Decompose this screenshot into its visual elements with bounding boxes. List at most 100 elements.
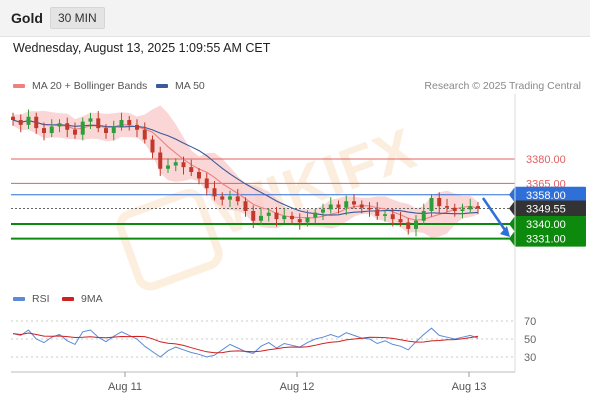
- candle: [282, 215, 287, 220]
- candle: [476, 206, 480, 209]
- legend-rsi-ma-label: 9MA: [81, 293, 103, 305]
- candle: [297, 219, 302, 223]
- legend-rsi-label: RSI: [32, 293, 50, 305]
- candle: [336, 204, 341, 208]
- candle: [344, 201, 349, 208]
- candle: [111, 126, 116, 133]
- candle: [375, 209, 380, 216]
- candle: [11, 116, 15, 120]
- candle: [243, 201, 248, 211]
- candle: [452, 207, 457, 211]
- legend-ma50-label: MA 50: [175, 80, 205, 92]
- chart-datetime: Wednesday, August 13, 2025 1:09:55 AM CE…: [13, 41, 271, 55]
- candle: [197, 172, 201, 179]
- candle: [352, 201, 356, 205]
- top-bar: Gold 30 MIN: [0, 0, 590, 37]
- candle: [150, 139, 155, 153]
- instrument-title: Gold: [11, 10, 43, 26]
- legend-bollinger: MA 20 + Bollinger Bands: [13, 80, 147, 92]
- candle: [204, 178, 209, 189]
- legend-bollinger-label: MA 20 + Bollinger Bands: [32, 80, 148, 92]
- candle: [220, 196, 225, 200]
- candle: [212, 188, 217, 197]
- candle: [80, 121, 85, 135]
- x-tick-label: Aug 11: [108, 381, 142, 393]
- candle: [119, 120, 124, 127]
- candle: [73, 129, 77, 135]
- legend-rsi: RSI: [13, 293, 50, 305]
- level-tag-3340.00: [515, 216, 586, 232]
- candle: [274, 212, 279, 220]
- candle: [468, 206, 473, 210]
- candle: [158, 152, 163, 169]
- candle: [437, 198, 442, 207]
- candle: [57, 123, 62, 127]
- rsi-ma-swatch-icon: [62, 297, 74, 302]
- candle: [173, 162, 178, 166]
- candle: [65, 123, 70, 130]
- level-label-3331.00: 3331.00: [526, 234, 566, 246]
- candle: [414, 220, 418, 229]
- rsi-ma-line: [12, 332, 479, 354]
- level-tag-pointer-3358.00: [509, 186, 515, 203]
- candle: [305, 217, 310, 223]
- level-tag-pointer-3340.00: [509, 216, 515, 232]
- projection-arrow: [481, 197, 509, 234]
- candle: [18, 120, 23, 125]
- research-credit: Research © 2025 Trading Central: [424, 80, 581, 92]
- x-tick-label: Aug 12: [280, 381, 315, 393]
- legend-ma50: MA 50: [156, 80, 205, 92]
- candle: [135, 124, 139, 130]
- candle: [181, 162, 186, 168]
- rsi-tick-30: 30: [524, 352, 536, 364]
- candle: [228, 196, 232, 200]
- candle: [251, 211, 256, 221]
- level-tag-pointer-3331.00: [509, 230, 515, 247]
- candle: [390, 214, 395, 220]
- candle: [235, 196, 240, 202]
- candle: [290, 215, 294, 220]
- level-tag-3358.00: [515, 186, 586, 203]
- level-label-3358.00: 3358.00: [526, 190, 566, 202]
- candle: [166, 165, 170, 169]
- candle: [259, 215, 263, 221]
- candle: [88, 118, 93, 122]
- x-tick-label: Aug 13: [452, 381, 487, 393]
- candle: [445, 206, 449, 208]
- rsi-line: [12, 327, 479, 358]
- level-label-3380.00: 3380.00: [526, 154, 566, 166]
- rsi-tick-50: 50: [524, 334, 536, 346]
- level-tag-pointer-3349.55: [509, 200, 515, 217]
- candle: [266, 212, 271, 216]
- candle: [367, 207, 372, 210]
- candles: [11, 109, 480, 237]
- candle: [42, 128, 46, 133]
- candle: [49, 126, 54, 133]
- candle: [359, 204, 364, 208]
- candle: [34, 116, 39, 129]
- candle: [406, 222, 411, 229]
- candle: [429, 198, 434, 211]
- candle: [383, 214, 387, 216]
- candle: [189, 167, 194, 172]
- level-label-3340.00: 3340.00: [526, 219, 566, 231]
- candle: [398, 219, 403, 223]
- level-label-3349.55: 3349.55: [526, 203, 566, 215]
- candle: [96, 118, 101, 129]
- level-tag-3349.55: [515, 200, 586, 217]
- candle: [313, 212, 318, 218]
- candle: [328, 204, 333, 210]
- candle: [321, 209, 325, 213]
- bollinger-swatch-icon: [13, 84, 25, 89]
- candle: [142, 129, 147, 140]
- timeframe-button[interactable]: 30 MIN: [50, 7, 105, 29]
- candle: [127, 120, 132, 125]
- candle: [104, 128, 108, 133]
- candle: [421, 211, 426, 221]
- candle: [26, 116, 31, 125]
- rsi-swatch-icon: [13, 297, 25, 302]
- level-tag-3331.00: [515, 230, 586, 247]
- ma50-swatch-icon: [156, 84, 168, 89]
- projection-arrow-head-icon: [500, 226, 510, 237]
